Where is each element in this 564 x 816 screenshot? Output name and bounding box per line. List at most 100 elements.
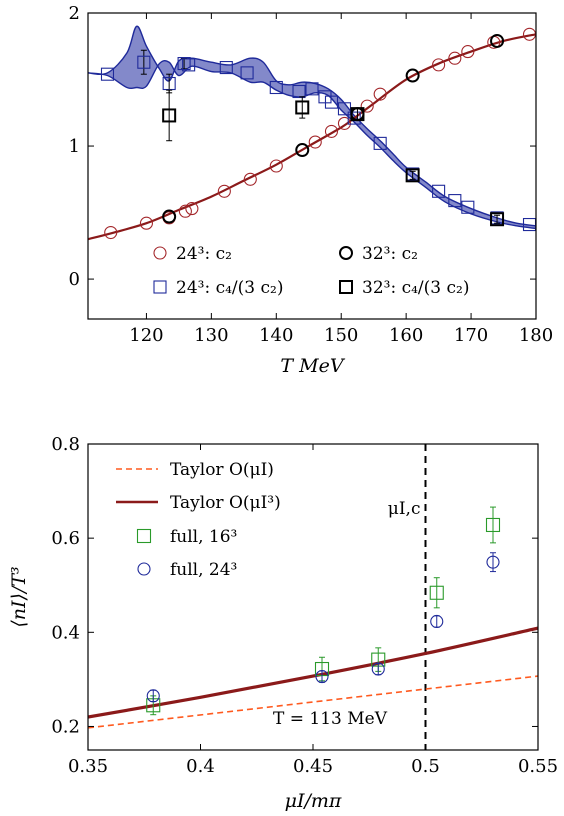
legend-label: full, 24³: [170, 560, 237, 580]
data-point: [185, 202, 199, 216]
fit-band-c4: [88, 25, 536, 230]
data-point: [178, 204, 192, 218]
legend-label: full, 16³: [170, 527, 237, 547]
data-point: [485, 517, 501, 533]
data-point: [269, 80, 283, 95]
data-point: [104, 225, 118, 240]
data-point: [405, 168, 420, 183]
plot-area: [88, 444, 538, 750]
taylor-cubic-line: [88, 626, 538, 719]
data-point: [373, 87, 387, 101]
x-axis-label: T MeV: [280, 355, 345, 377]
data-point: [305, 82, 319, 96]
data-point: [337, 116, 352, 130]
y-tick-label: 0: [69, 269, 80, 290]
x-tick-label: 150: [324, 325, 358, 346]
data-point: [448, 51, 462, 65]
plot-frame: [87, 443, 539, 751]
x-tick-label: 0.35: [68, 756, 108, 777]
legend-label: 24³: c₂: [176, 244, 232, 264]
x-tick-label: 140: [259, 325, 293, 346]
data-point: [295, 143, 310, 158]
series-2: [100, 49, 536, 232]
data-point: [324, 95, 339, 109]
x-axis-label: μI/mπ: [285, 790, 342, 812]
data-point: [137, 55, 151, 69]
chart-panel-2: 0.35 0.4 0.45 0.5 0.55 0.2 0.4 0.6 0.8 Taylor O(μ…: [8, 434, 558, 812]
data-point: [162, 76, 176, 91]
series-2: [146, 552, 500, 703]
x-tick-label: 180: [519, 325, 553, 346]
legend-label: 24³: c₄/(3 c₂): [176, 278, 283, 298]
data-point: [432, 58, 446, 72]
data-point: [219, 60, 233, 75]
y-tick-label: 1: [69, 136, 80, 157]
data-point: [429, 585, 444, 600]
data-point: [295, 100, 310, 115]
data-point: [373, 136, 387, 150]
plot-area: [88, 25, 536, 241]
taylor-linear-line: [88, 675, 538, 729]
data-point: [217, 184, 231, 198]
x-tick-label: 0.5: [411, 756, 440, 777]
legend-marker: [153, 280, 167, 294]
x-tick-label: 170: [454, 325, 488, 346]
legend-label: 32³: c₄/(3 c₂): [362, 278, 469, 298]
data-point: [269, 159, 283, 173]
series-4: [162, 89, 505, 227]
data-point: [448, 194, 462, 208]
data-point: [360, 99, 374, 113]
temperature-label: T = 113 MeV: [273, 709, 388, 729]
data-point: [347, 111, 361, 125]
x-tick-label: 0.55: [518, 756, 558, 777]
y-tick-label: 0.6: [51, 528, 80, 549]
legend: 24³: c₂ 32³: c₂ 24³: c₄/(3 c₂) 32³: c₄/(3 c…: [153, 244, 469, 298]
data-point: [243, 172, 257, 186]
data-point: [240, 66, 254, 80]
legend-marker: [339, 246, 353, 260]
data-point: [139, 216, 153, 230]
data-point: [162, 108, 177, 123]
data-point: [371, 662, 385, 676]
legend-label: Taylor O(μI): [170, 460, 274, 480]
y-axis-label: ⟨nI⟩/T³: [8, 566, 30, 627]
data-point: [162, 209, 177, 224]
x-tick-label: 160: [389, 325, 423, 346]
data-point: [486, 555, 500, 569]
data-point: [490, 212, 505, 227]
y-tick-label: 2: [69, 3, 80, 24]
data-point: [430, 614, 444, 629]
data-point: [100, 67, 115, 81]
data-point: [490, 33, 505, 48]
data-point: [146, 689, 160, 703]
legend-label: Taylor O(μI³): [170, 493, 281, 513]
x-tick-label: 120: [129, 325, 163, 346]
data-point: [461, 45, 475, 59]
x-tick-label: 0.4: [186, 756, 215, 777]
y-tick-label: 0.8: [51, 434, 80, 455]
data-point: [177, 57, 191, 71]
legend-label: 32³: c₂: [362, 244, 418, 264]
legend-marker: [339, 280, 353, 294]
critical-label: μI,c: [388, 499, 421, 519]
legend-marker: [137, 562, 151, 576]
y-tick-label: 0.4: [51, 622, 80, 643]
data-point: [182, 58, 196, 72]
data-point: [461, 200, 475, 214]
data-point: [308, 135, 322, 149]
y-tick-label: 0.2: [51, 716, 80, 737]
data-point: [292, 84, 306, 99]
data-point: [350, 107, 365, 122]
legend-marker: [153, 246, 167, 260]
data-point: [315, 670, 329, 684]
legend-marker: [136, 528, 152, 544]
data-point: [432, 184, 446, 198]
data-point: [405, 68, 420, 83]
legend: Taylor O(μI) Taylor O(μI³) full, 16³ full, …: [116, 460, 281, 580]
data-point: [324, 124, 339, 138]
x-tick-label: 130: [194, 325, 228, 346]
plot-frame: [87, 12, 537, 320]
x-tick-label: 0.45: [293, 756, 333, 777]
